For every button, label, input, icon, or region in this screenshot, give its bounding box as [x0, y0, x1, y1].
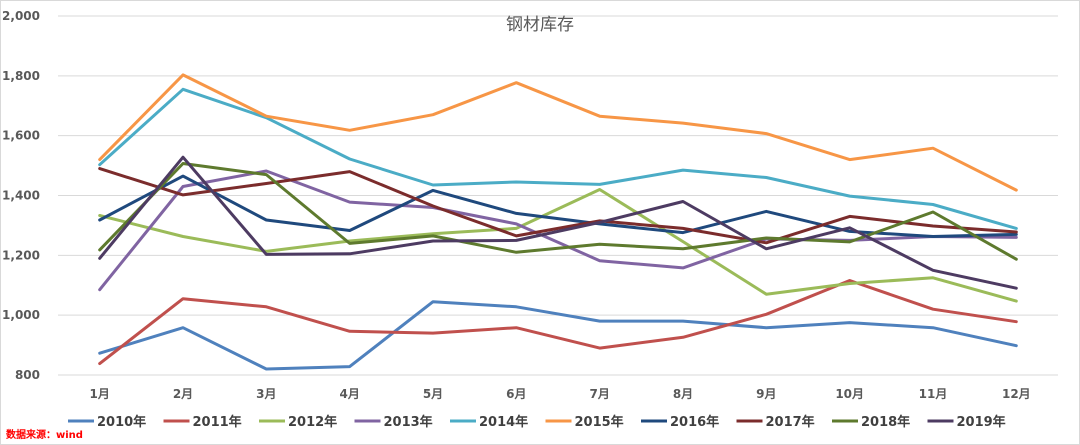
legend: 2010年 2011年 2012年 2013年 2014年 2015年 2016年 2017年… — [68, 414, 1006, 430]
legend-label: 2018年 — [861, 414, 910, 430]
y-tick-label: 1,200 — [2, 248, 40, 262]
legend-item: 2017年 — [736, 414, 815, 430]
y-tick-label: 2,000 — [2, 9, 40, 23]
series-line-2014年 — [98, 87, 1018, 230]
series-lines — [98, 73, 1018, 371]
y-axis-tick-labels: 800 1,000 1,200 1,400 1,600 1,800 2,000 — [2, 9, 40, 382]
x-tick-label: 11月 — [919, 387, 948, 401]
legend-label: 2012年 — [288, 414, 337, 430]
legend-label: 2015年 — [575, 414, 624, 430]
legend-label: 2019年 — [957, 414, 1006, 430]
series-line-2015年 — [98, 73, 1018, 192]
y-tick-label: 800 — [15, 368, 40, 382]
y-tick-label: 1,600 — [2, 129, 40, 143]
y-tick-label: 1,400 — [2, 189, 40, 203]
legend-item: 2012年 — [259, 414, 337, 430]
x-tick-label: 4月 — [339, 387, 359, 401]
legend-label: 2010年 — [97, 414, 146, 430]
series-line-2012年 — [98, 188, 1018, 303]
legend-label: 2017年 — [766, 414, 815, 430]
x-tick-label: 3月 — [256, 387, 276, 401]
y-tick-label: 1,800 — [2, 69, 40, 83]
legend-label: 2013年 — [384, 414, 433, 430]
x-tick-label: 5月 — [423, 387, 443, 401]
series-line-2010年 — [98, 300, 1018, 371]
legend-item: 2016年 — [641, 414, 719, 430]
legend-label: 2016年 — [670, 414, 719, 430]
source-note: 数据来源：wind — [6, 428, 83, 441]
x-tick-label: 10月 — [835, 387, 864, 401]
gridlines — [58, 15, 1058, 376]
legend-item: 2015年 — [545, 414, 624, 430]
series-line-2011年 — [98, 279, 1018, 366]
x-tick-label: 1月 — [89, 387, 109, 401]
x-tick-label: 9月 — [756, 387, 776, 401]
x-tick-label: 8月 — [673, 387, 693, 401]
legend-item: 2011年 — [163, 414, 242, 430]
series-line-2018年 — [98, 162, 1018, 261]
x-tick-label: 6月 — [506, 387, 526, 401]
legend-label: 2011年 — [193, 414, 242, 430]
legend-item: 2014年 — [450, 414, 528, 430]
chart-title: 钢材库存 — [506, 15, 574, 35]
x-tick-label: 2月 — [173, 387, 193, 401]
x-axis-tick-labels: 1月 2月 3月 4月 5月 6月 7月 8月 9月 10月 11月 12月 — [89, 387, 1030, 401]
y-tick-label: 1,000 — [2, 308, 40, 322]
x-tick-label: 12月 — [1002, 387, 1031, 401]
series-line-2017年 — [98, 167, 1018, 245]
legend-label: 2014年 — [479, 414, 528, 430]
series-line-2016年 — [98, 174, 1018, 238]
legend-item: 2019年 — [927, 414, 1006, 430]
legend-item: 2013年 — [354, 414, 433, 430]
x-tick-label: 7月 — [589, 387, 609, 401]
legend-item: 2010年 — [68, 414, 146, 430]
series-line-2019年 — [98, 155, 1018, 290]
legend-item: 2018年 — [832, 414, 910, 430]
